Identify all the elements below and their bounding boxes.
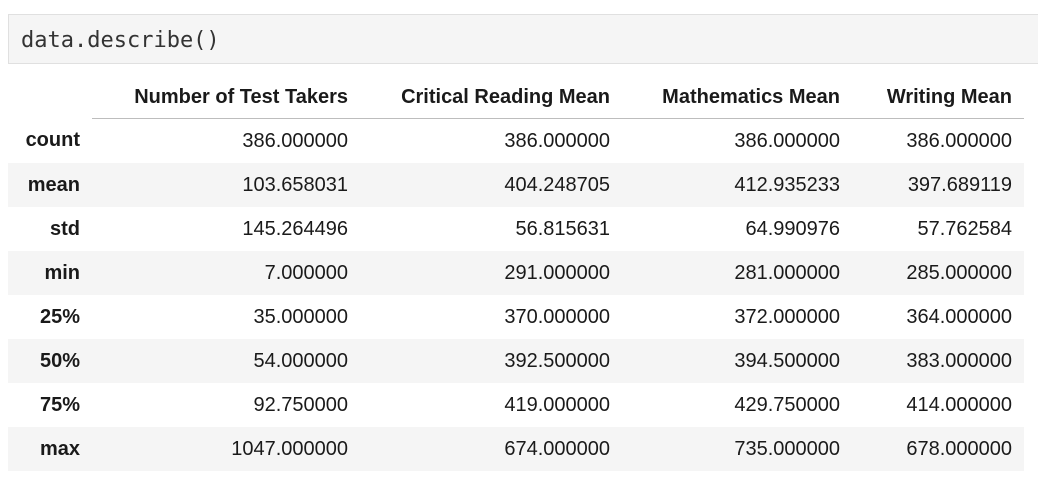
table-cell: 674.000000 [360,427,622,471]
table-cell: 35.000000 [253,305,348,328]
column-header: Number of Test Takers [92,76,360,119]
table-row: min 7.000000 291.000000 281.000000 285.0… [8,251,1024,295]
row-index-label: 25% [39,305,80,328]
row-index-label: 75% [39,393,80,416]
table-cell: 64.990976 [745,217,840,240]
column-header: Critical Reading Mean [360,76,622,119]
row-index-label: mean [8,163,92,207]
table-cell: 56.815631 [515,217,610,240]
table-cell: 386.000000 [906,129,1012,152]
table-row: 75% 92.750000 419.000000 429.750000 414.… [8,383,1024,427]
table-cell: 394.500000 [622,339,852,383]
row-index-label: std [50,217,80,240]
index-header [8,76,92,119]
table-cell: 372.000000 [734,305,840,328]
table-row: count 386.000000 386.000000 386.000000 3… [8,119,1024,164]
row-index-label: min [8,251,92,295]
table-row: std 145.264496 56.815631 64.990976 57.76… [8,207,1024,251]
row-index-label: 50% [8,339,92,383]
table-cell: 678.000000 [852,427,1024,471]
table-cell: 370.000000 [504,305,610,328]
table-cell: 364.000000 [906,305,1012,328]
column-header: Writing Mean [852,76,1024,119]
table-cell: 414.000000 [906,393,1012,416]
table-cell: 1047.000000 [92,427,360,471]
column-header: Mathematics Mean [622,76,852,119]
table-cell: 57.762584 [917,217,1012,240]
dataframe-table: Number of Test Takers Critical Reading M… [8,76,1024,471]
table-cell: 285.000000 [852,251,1024,295]
table-cell: 281.000000 [622,251,852,295]
table-cell: 386.000000 [242,129,348,152]
table-cell: 412.935233 [622,163,852,207]
table-cell: 386.000000 [504,129,610,152]
table-cell: 386.000000 [734,129,840,152]
table-row: 50% 54.000000 392.500000 394.500000 383.… [8,339,1024,383]
table-cell: 419.000000 [504,393,610,416]
table-row: max 1047.000000 674.000000 735.000000 67… [8,427,1024,471]
table-cell: 392.500000 [360,339,622,383]
table-cell: 404.248705 [360,163,622,207]
table-cell: 103.658031 [92,163,360,207]
code-cell-input[interactable]: data.describe() [8,14,1038,64]
table-cell: 54.000000 [92,339,360,383]
table-cell: 735.000000 [622,427,852,471]
table-cell: 7.000000 [92,251,360,295]
table-header-row: Number of Test Takers Critical Reading M… [8,76,1024,119]
code-cell-source[interactable]: data.describe() [21,28,220,53]
table-cell: 397.689119 [852,163,1024,207]
table-cell: 92.750000 [253,393,348,416]
table-row: 25% 35.000000 370.000000 372.000000 364.… [8,295,1024,339]
table-cell: 145.264496 [242,217,348,240]
code-cell-output: Number of Test Takers Critical Reading M… [8,76,1024,471]
table-row: mean 103.658031 404.248705 412.935233 39… [8,163,1024,207]
table-cell: 429.750000 [734,393,840,416]
table-cell: 383.000000 [852,339,1024,383]
row-index-label: max [8,427,92,471]
table-cell: 291.000000 [360,251,622,295]
row-index-label: count [25,129,80,152]
